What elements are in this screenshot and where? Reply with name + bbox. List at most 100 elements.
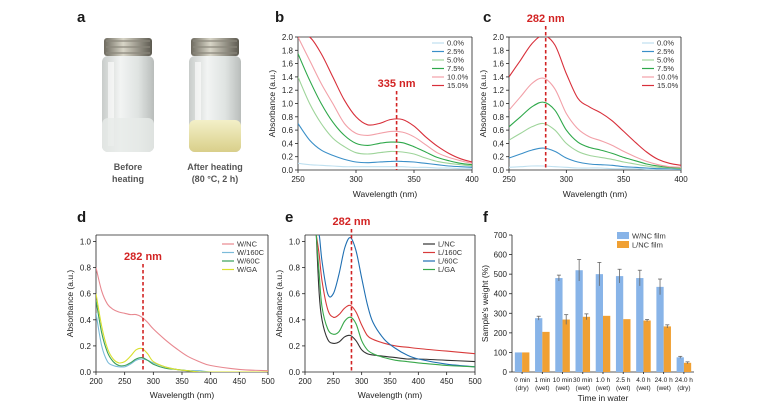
x-category-sublabel: (wet) [596,385,610,392]
chart-b: b 0.0 0.2 0.4 0.6 0.8 1.0 1.2 1.4 1.6 1.8 2.0 Absorb… [267,9,479,199]
x-category-label: 10 min [553,377,573,384]
bar-w-nc-film [615,276,624,372]
legend-label: L/NC film [632,241,663,250]
y-tick-label: 1.0 [289,238,301,247]
bar-w-nc-film [555,278,563,372]
bar-w-nc-film [595,274,603,372]
before-caption-line2: heating [112,174,144,184]
x-axis-title: Wavelength (nm) [358,390,423,400]
y-tick-label: 2.0 [493,33,505,42]
y-tick-label: 0.4 [289,316,301,325]
y-tick-label: 0.2 [493,153,505,162]
x-tick-label: 500 [468,377,482,386]
y-tick-label: 1.8 [493,46,505,55]
series-line-15-0- [298,37,472,163]
y-axis-title: Absorbance (a.u.) [65,270,75,338]
legend-label: 10.0% [657,73,679,82]
panel-c-letter: c [483,9,491,26]
series-line-10-0- [298,37,472,164]
x-tick-label: 350 [617,175,631,184]
series-line-w-nc [96,267,268,372]
y-axis-title: Absorbance (a.u.) [267,70,277,138]
y-tick-label: 0.4 [282,139,294,148]
x-axis-title: Wavelength (nm) [150,390,215,400]
series-line-0-0- [298,162,472,170]
panel-a-letter: a [77,9,86,26]
bar-l-nc-film [522,352,530,372]
x-category-sublabel: (wet) [535,385,549,392]
x-category-label: 1 min [534,377,550,384]
x-tick-label: 400 [412,377,426,386]
y-tick-label: 0.8 [493,113,505,122]
bar-w-nc-film [656,286,664,372]
x-axis-title: Wavelength (nm) [353,189,418,199]
y-tick-label: 0.2 [289,342,301,351]
y-tick-label: 1.0 [493,100,505,109]
x-category-sublabel: (wet) [656,385,670,392]
x-axis-title: Time in water [578,393,629,403]
y-tick-label: 1.8 [282,46,294,55]
x-category-label: 1.0 h [596,377,611,384]
y-tick-label: 0.4 [493,139,505,148]
series-line-2-5- [298,123,472,168]
y-tick-label: 0.6 [493,126,505,135]
y-tick-label: 1.6 [282,60,294,69]
series-line-7-5- [509,101,681,169]
series-line-w-ga [96,293,268,372]
y-tick-label: 1.2 [282,86,294,95]
series-line-7-5- [298,53,472,166]
legend-label: W/GA [237,265,257,274]
y-tick-label: 0.6 [282,126,294,135]
y-tick-label: 0.8 [289,264,301,273]
y-tick-label: 400 [494,290,508,299]
y-tick-label: 0.0 [289,368,301,377]
x-category-sublabel: (wet) [576,385,590,392]
legend-label: 2.5% [447,47,464,56]
y-tick-label: 1.6 [493,60,505,69]
y-tick-label: 0.6 [289,290,301,299]
x-category-label: 4.0 h [636,377,651,384]
x-tick-label: 200 [298,377,312,386]
y-tick-label: 0.8 [282,113,294,122]
x-category-label: 30 min [573,377,593,384]
after-caption-line2: (80 °C, 2 h) [192,174,239,184]
y-tick-label: 0.4 [80,316,92,325]
y-tick-label: 0.0 [493,166,505,175]
legend-label: W/NC film [632,232,666,241]
legend-label: L/60C [438,257,459,266]
x-tick-label: 200 [89,377,103,386]
legend-swatch [617,232,629,239]
series-line-0-0- [509,165,681,170]
y-tick-label: 300 [494,309,508,318]
legend-label: 15.0% [447,81,469,90]
chart-d: d 0.0 0.2 0.4 0.6 0.8 1.0 Absorbance (a.u.) 200 2… [65,209,275,400]
vial-before-image [102,38,154,152]
bar-l-nc-film [603,315,611,372]
y-axis-title: Absorbance (a.u.) [478,70,488,138]
y-tick-label: 0 [503,368,508,377]
series-line-5-0- [298,76,472,167]
series-line-10-0- [509,77,681,168]
bar-w-nc-film [676,357,684,372]
x-tick-label: 400 [674,175,688,184]
legend-label: L/NC [438,240,456,249]
x-tick-label: 300 [355,377,369,386]
x-category-sublabel: (wet) [555,385,569,392]
x-tick-label: 450 [233,377,247,386]
bar-w-nc-film [575,270,583,372]
x-tick-label: 450 [440,377,454,386]
series-line-2-5- [509,147,681,170]
x-tick-label: 250 [327,377,341,386]
legend-label: 0.0% [657,39,674,48]
before-caption-line1: Before [114,162,143,172]
series-line-15-0- [509,37,681,166]
legend-label: 7.5% [447,64,464,73]
series-line-w-60c [96,300,268,372]
series-line-w-160c [96,313,268,372]
y-tick-label: 0.0 [80,368,92,377]
panel-e-letter: e [285,209,293,226]
after-caption-line1: After heating [187,162,243,172]
legend-label: 2.5% [657,47,674,56]
peak-label: 282 nm [527,13,565,25]
x-axis-title: Wavelength (nm) [563,189,628,199]
